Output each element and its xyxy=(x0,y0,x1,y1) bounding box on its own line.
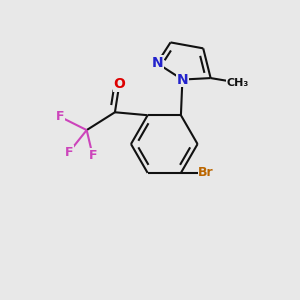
Text: CH₃: CH₃ xyxy=(226,77,248,88)
Text: N: N xyxy=(177,73,188,87)
Text: Br: Br xyxy=(198,167,214,179)
Text: F: F xyxy=(56,110,64,123)
Text: O: O xyxy=(113,77,125,91)
Text: N: N xyxy=(151,56,163,70)
Text: F: F xyxy=(64,146,73,159)
Text: F: F xyxy=(88,149,97,162)
